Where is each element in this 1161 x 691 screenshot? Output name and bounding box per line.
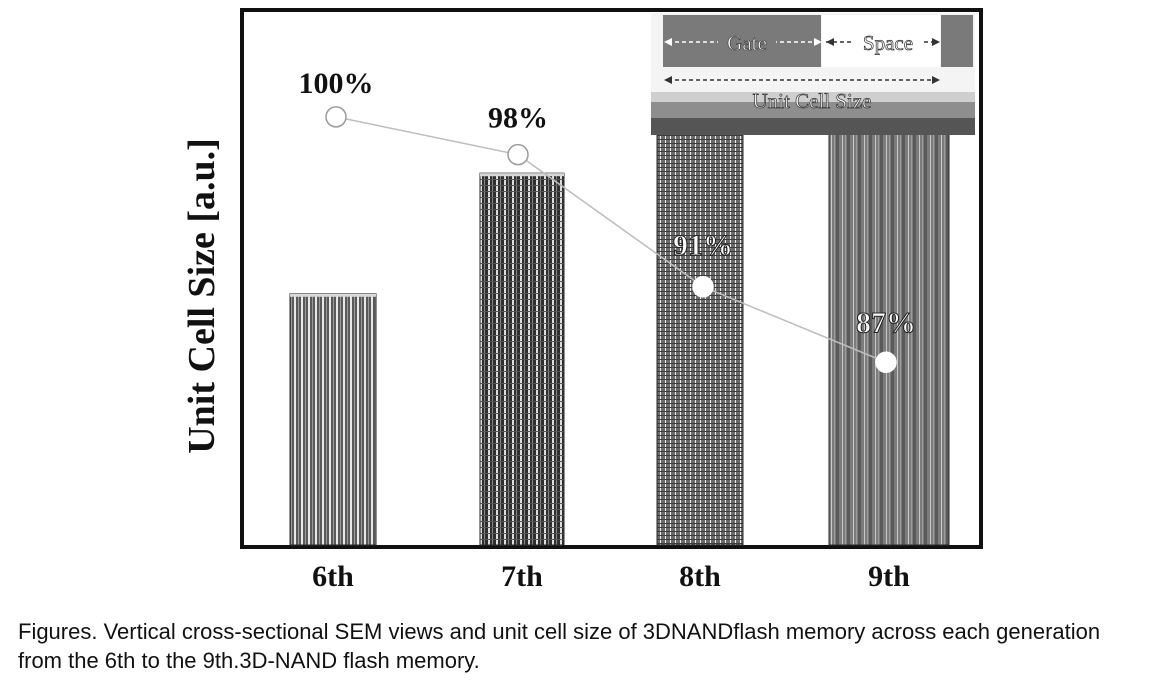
x-tick-8th: 8th: [679, 560, 721, 593]
inset-unit-cell-label: Unit Cell Size: [753, 89, 872, 113]
x-tick-9th: 9th: [868, 560, 910, 593]
bar-7th: [479, 172, 565, 546]
inset-space-label: Space: [863, 31, 913, 55]
point-7th: [507, 143, 529, 166]
x-tick-7th: 7th: [501, 560, 543, 593]
chart: Unit Cell Size [a.u.] 100% 98% 91% 87% 6th 7…: [181, 8, 983, 593]
data-label-8th: 91%: [673, 229, 733, 262]
y-axis-label: Unit Cell Size [a.u.]: [181, 138, 223, 454]
bar-cap-6th: [290, 293, 376, 297]
bar-8th: [656, 99, 744, 546]
inset-gate-label: Gate: [727, 31, 767, 55]
bar-6th: [289, 293, 377, 546]
figure-caption: Figures. Vertical cross-sectional SEM vi…: [18, 619, 1101, 673]
bar-cap-7th: [480, 173, 564, 177]
inset-diagram: Gate Space Unit Cell Size: [651, 13, 975, 135]
point-8th: [692, 276, 714, 298]
point-9th: [875, 351, 897, 373]
x-tick-6th: 6th: [312, 560, 354, 593]
data-label-9th: 87%: [856, 306, 916, 339]
inset-gate-block-2: [941, 15, 973, 67]
data-label-6th: 100%: [299, 67, 374, 100]
series-line: [335, 116, 887, 363]
data-label-7th: 98%: [488, 102, 548, 135]
point-6th: [325, 106, 347, 128]
